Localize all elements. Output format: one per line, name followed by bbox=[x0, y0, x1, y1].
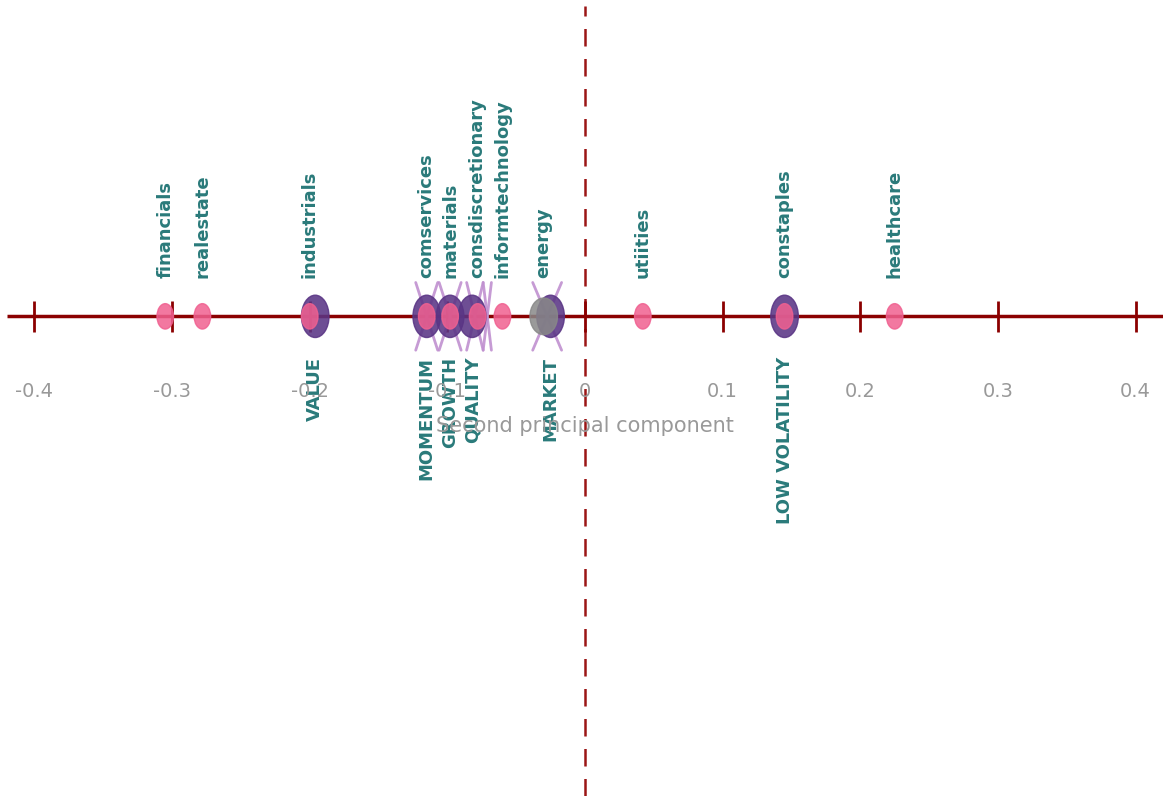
Text: -0.3: -0.3 bbox=[153, 381, 191, 401]
Text: comservices: comservices bbox=[418, 153, 435, 278]
Ellipse shape bbox=[413, 296, 440, 338]
Ellipse shape bbox=[442, 304, 459, 330]
Text: 0.3: 0.3 bbox=[983, 381, 1013, 401]
Text: 0.1: 0.1 bbox=[707, 381, 738, 401]
Text: industrials: industrials bbox=[301, 170, 318, 278]
Text: utiities: utiities bbox=[634, 206, 652, 278]
Text: 0.2: 0.2 bbox=[845, 381, 875, 401]
Ellipse shape bbox=[494, 304, 510, 330]
Text: informtechnology: informtechnology bbox=[494, 99, 511, 278]
Ellipse shape bbox=[530, 299, 557, 336]
Text: healthcare: healthcare bbox=[886, 169, 903, 278]
Ellipse shape bbox=[419, 304, 435, 330]
Text: GROWTH: GROWTH bbox=[441, 357, 459, 447]
Ellipse shape bbox=[887, 304, 903, 330]
Text: Second principal component: Second principal component bbox=[436, 416, 734, 435]
Ellipse shape bbox=[459, 296, 486, 338]
Text: 0: 0 bbox=[579, 381, 591, 401]
Ellipse shape bbox=[302, 304, 318, 330]
Text: 0.4: 0.4 bbox=[1120, 381, 1151, 401]
Text: -0.2: -0.2 bbox=[290, 381, 329, 401]
Text: MARKET: MARKET bbox=[542, 357, 559, 440]
Text: financials: financials bbox=[157, 181, 174, 278]
Text: QUALITY: QUALITY bbox=[463, 357, 481, 443]
Ellipse shape bbox=[157, 304, 173, 330]
Ellipse shape bbox=[537, 296, 564, 338]
Text: consdiscretionary: consdiscretionary bbox=[469, 98, 487, 278]
Text: energy: energy bbox=[535, 207, 552, 278]
Ellipse shape bbox=[302, 296, 329, 338]
Text: VALUE: VALUE bbox=[307, 357, 324, 420]
Text: LOW VOLATILITY: LOW VOLATILITY bbox=[776, 357, 793, 524]
Text: -0.4: -0.4 bbox=[15, 381, 54, 401]
Ellipse shape bbox=[469, 304, 486, 330]
Text: constaples: constaples bbox=[776, 169, 793, 278]
Ellipse shape bbox=[771, 296, 798, 338]
Text: realestate: realestate bbox=[193, 174, 212, 278]
Ellipse shape bbox=[194, 304, 211, 330]
Ellipse shape bbox=[436, 296, 463, 338]
Text: materials: materials bbox=[441, 182, 459, 278]
Ellipse shape bbox=[634, 304, 651, 330]
Ellipse shape bbox=[777, 304, 793, 330]
Text: MOMENTUM: MOMENTUM bbox=[418, 357, 435, 479]
Text: -0.1: -0.1 bbox=[428, 381, 467, 401]
